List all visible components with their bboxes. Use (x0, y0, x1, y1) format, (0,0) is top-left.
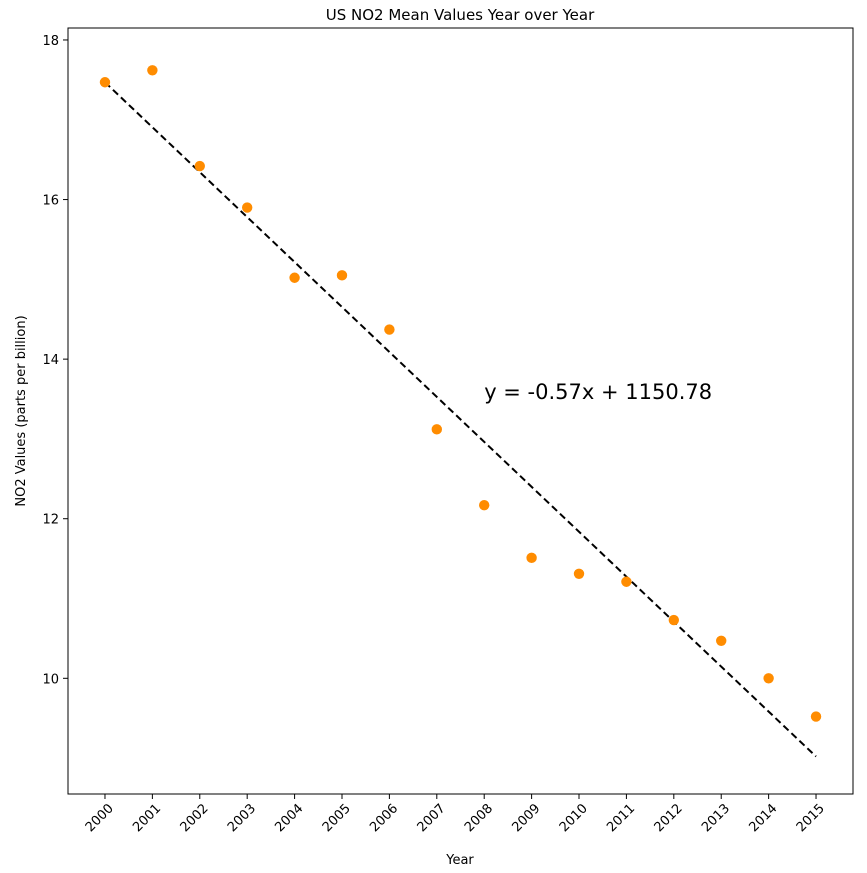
data-point (668, 614, 680, 626)
y-tick-label: 12 (42, 513, 59, 528)
data-point (336, 270, 348, 281)
y-axis-title: NO2 Values (parts per billion) (14, 315, 29, 506)
data-point (194, 160, 205, 172)
data-point (763, 673, 774, 684)
x-axis-title: Year (445, 853, 474, 868)
y-tick-label: 16 (42, 194, 59, 209)
data-point (384, 324, 395, 335)
data-point (479, 499, 490, 511)
data-point (99, 77, 111, 88)
regression-equation: y = -0.57x + 1150.78 (484, 380, 712, 404)
data-points (99, 65, 822, 722)
data-point (147, 65, 158, 76)
y-tick-label: 14 (42, 353, 59, 368)
data-point (716, 635, 727, 646)
data-point (810, 711, 822, 722)
y-tick-label: 18 (42, 34, 59, 49)
data-point (573, 568, 585, 579)
plot-area-frame (67, 27, 854, 795)
data-point (289, 272, 300, 283)
chart-title: US NO2 Mean Values Year over Year (326, 6, 595, 24)
y-axis-ticks: 10 12 14 16 18 (42, 34, 68, 687)
trendline (104, 81, 817, 758)
data-point (526, 552, 537, 564)
y-tick-label: 10 (42, 672, 59, 687)
data-point (621, 576, 632, 587)
data-point (241, 202, 253, 213)
data-point (431, 424, 442, 435)
